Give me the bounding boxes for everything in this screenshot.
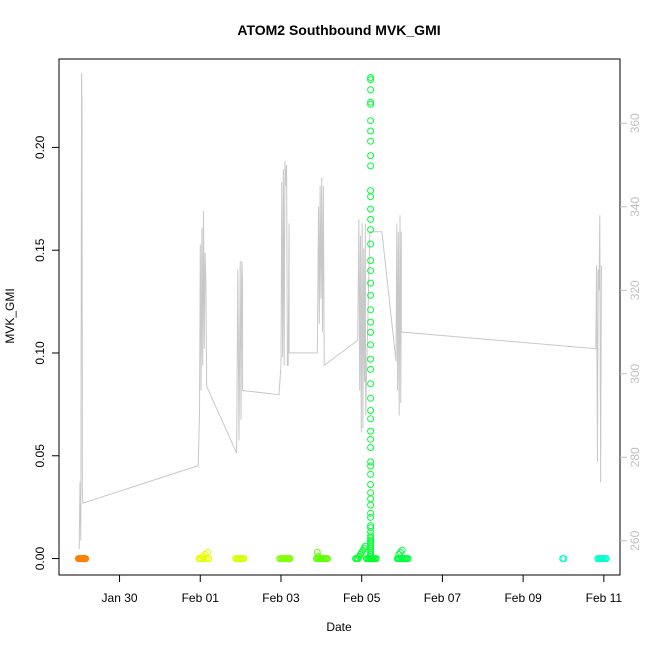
x-tick-label: Jan 30: [102, 591, 138, 605]
scatter-point: [367, 524, 375, 532]
scatter-point: [367, 328, 375, 336]
scatter-point: [367, 240, 375, 248]
scatter-point: [367, 152, 375, 160]
right-y-tick-label: 340: [628, 196, 642, 216]
scatter-point: [367, 481, 375, 488]
right-y-tick-label: 360: [628, 113, 642, 133]
scatter-point: [367, 205, 375, 213]
scatter-point: [367, 355, 375, 363]
scatter-point: [200, 555, 208, 563]
line-series: [78, 73, 602, 550]
right-y-tick-label: 320: [628, 280, 642, 300]
scatter-point: [82, 555, 90, 563]
scatter-point: [367, 117, 375, 125]
scatter-point: [367, 291, 375, 299]
scatter-point: [367, 162, 375, 170]
x-tick-label: Feb 09: [504, 591, 542, 605]
scatter-point: [367, 100, 375, 108]
right-y-tick-label: 260: [628, 530, 642, 550]
scatter-point: [560, 555, 568, 563]
scatter-point: [367, 86, 375, 94]
x-tick-label: Feb 11: [586, 591, 623, 605]
scatter-point: [367, 555, 375, 563]
scatter-point: [367, 407, 375, 414]
scatter-point: [367, 226, 375, 234]
scatter-point: [367, 458, 375, 466]
scatter-point: [315, 553, 322, 560]
scatter-point: [398, 546, 406, 554]
scatter-point: [367, 279, 375, 287]
chart-title: ATOM2 Southbound MVK_GMI: [237, 22, 440, 38]
scatter-point: [367, 98, 375, 106]
right-y-tick-label: 300: [628, 363, 642, 383]
scatter-point: [367, 444, 375, 451]
y-tick-label: 0.20: [33, 135, 47, 159]
scatter-point: [602, 555, 610, 563]
x-axis-label: Date: [326, 620, 352, 634]
scatter-point: [367, 513, 375, 521]
scatter-point: [367, 509, 375, 517]
scatter-point: [367, 306, 375, 314]
scatter-point: [367, 501, 375, 509]
scatter-point: [367, 193, 375, 201]
scatter-point: [367, 550, 375, 558]
scatter-point: [367, 215, 375, 223]
y-tick-label: 0.10: [33, 341, 47, 365]
scatter-point: [286, 555, 294, 563]
scatter-point: [367, 553, 375, 560]
scatter-point: [367, 435, 375, 443]
scatter-point: [323, 555, 331, 563]
scatter-point: [396, 548, 404, 556]
right-y-tick-label: 280: [628, 447, 642, 467]
y-tick-label: 0.05: [33, 444, 47, 468]
scatter-point: [367, 74, 375, 81]
x-tick-label: Feb 03: [262, 591, 300, 605]
y-tick-label: 0.15: [33, 238, 47, 262]
scatter-point: [367, 127, 375, 135]
plot-area: [74, 73, 610, 563]
x-tick-label: Feb 01: [182, 591, 220, 605]
scatter-point: [367, 470, 375, 478]
scatter-point: [240, 555, 248, 563]
scatter-point: [367, 365, 375, 373]
y-axis-label: MVK_GMI: [3, 288, 17, 343]
scatter-point: [367, 462, 375, 470]
scatter-point: [367, 76, 375, 84]
scatter-point: [367, 427, 375, 435]
scatter-point: [404, 555, 412, 563]
scatter-point: [367, 341, 375, 349]
scatter-point: [367, 394, 375, 402]
scatter-point: [367, 380, 375, 388]
scatter-point: [367, 267, 375, 275]
scatter-point: [313, 548, 321, 556]
scatter-point: [367, 257, 375, 264]
scatter-point: [367, 318, 375, 326]
x-tick-label: Feb 05: [343, 591, 381, 605]
scatter-point: [367, 415, 375, 423]
scatter-point: [205, 555, 213, 563]
x-tick-label: Feb 07: [424, 591, 462, 605]
y-tick-label: 0.00: [33, 547, 47, 571]
scatter-point: [367, 137, 375, 145]
